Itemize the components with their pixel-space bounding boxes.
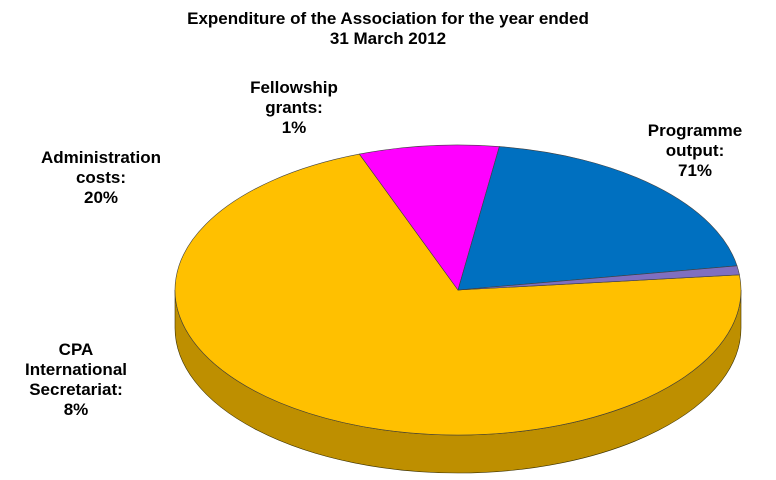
slice-label-programme-output: Programme output: 71%	[647, 121, 743, 180]
pie-slice-programme-output	[174, 153, 742, 436]
slice-label-fellowship-grants: Fellowship grants: 1%	[250, 78, 338, 137]
pie-slice-fellowship-grants	[457, 265, 740, 291]
pie-slice-administration-costs	[457, 146, 738, 291]
slice-label-administration-costs: Administration costs: 20%	[41, 148, 161, 207]
slice-label-cpa-secretariat: CPA International Secretariat: 8%	[24, 340, 127, 419]
pie-slice-cpa-secretariat	[358, 144, 500, 291]
chart-title-line-1: Expenditure of the Association for the y…	[187, 9, 589, 28]
chart-title-line-2: 31 March 2012	[329, 29, 447, 48]
